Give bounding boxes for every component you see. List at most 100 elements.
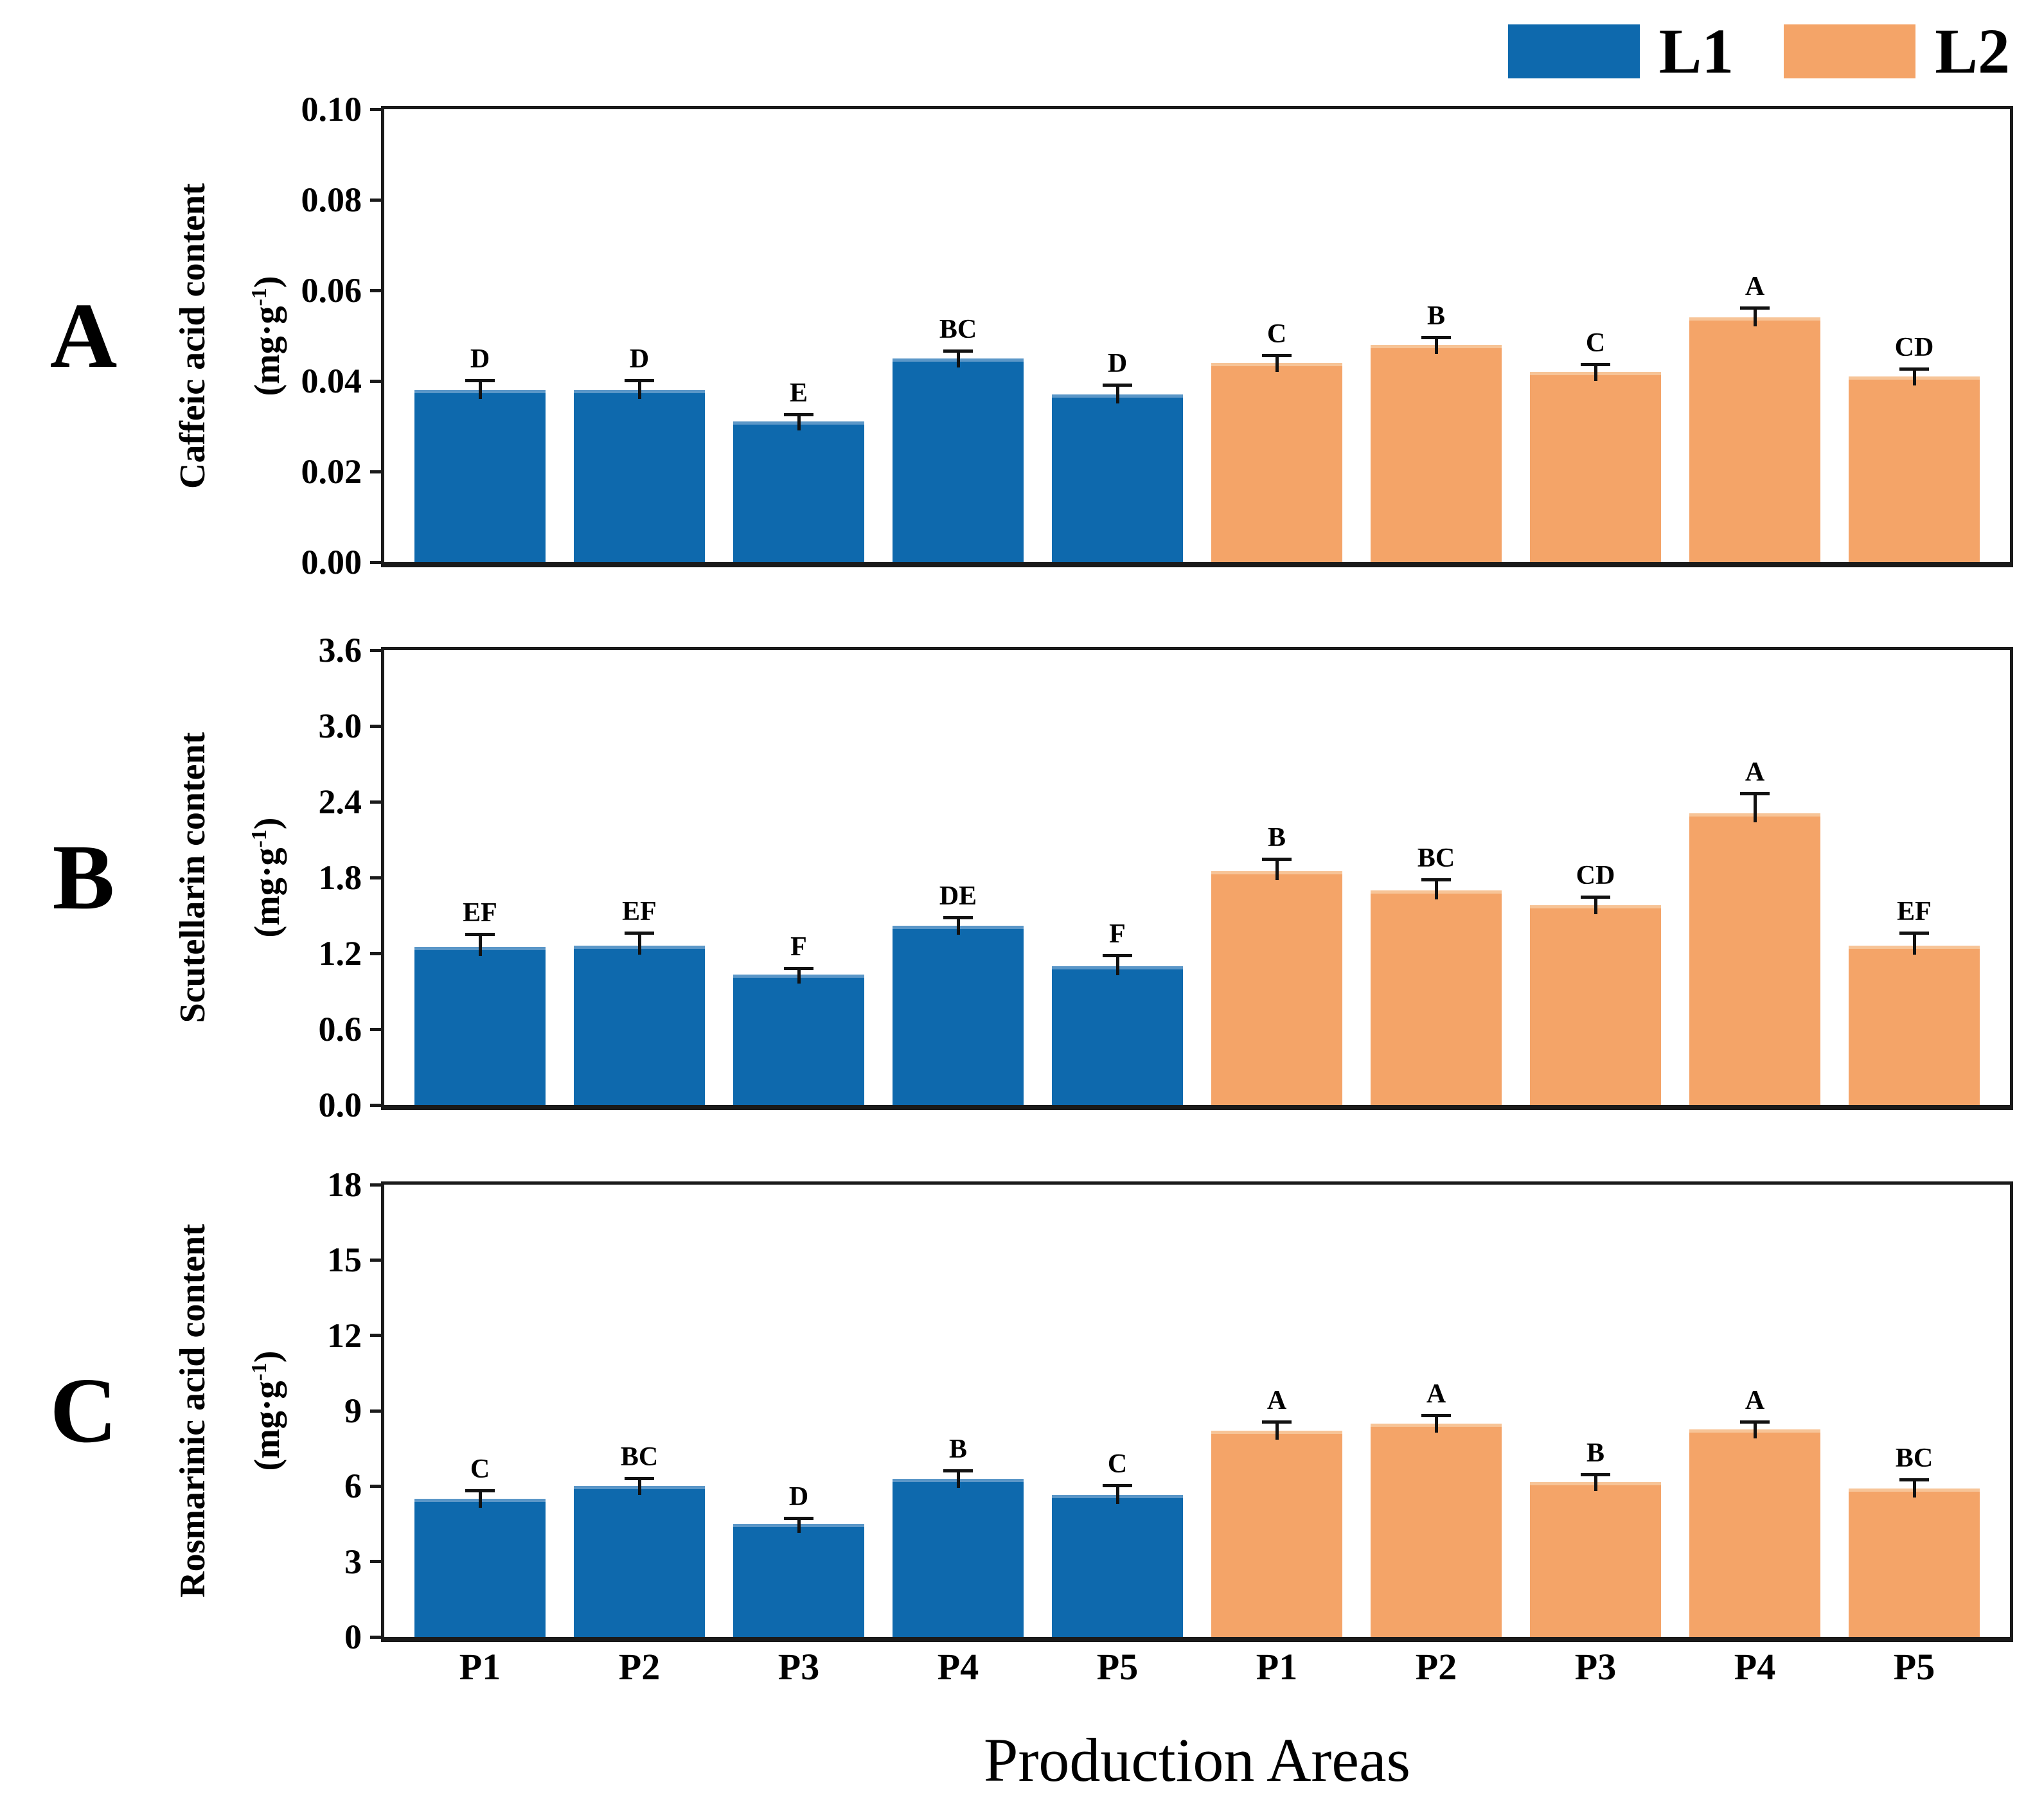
error-bar — [637, 933, 641, 955]
error-bar-cap — [1581, 1472, 1610, 1476]
x-tick-label: P4 — [937, 1646, 979, 1688]
sig-letter: D — [470, 344, 490, 374]
sig-letter: B — [948, 1434, 967, 1464]
y-tick-label: 2.4 — [318, 782, 362, 821]
sig-letter: BC — [1417, 843, 1455, 873]
x-tick-label: P4 — [1734, 1646, 1776, 1688]
y-tick-label: 0.02 — [301, 452, 362, 491]
error-bar-cap — [943, 1469, 973, 1472]
error-bar-cap — [625, 379, 654, 382]
x-tick-label: P3 — [778, 1646, 820, 1688]
error-bar — [1912, 369, 1916, 385]
y-tick-label: 0.08 — [301, 181, 362, 219]
error-bar — [1912, 1480, 1916, 1498]
bar-l1-p3 — [733, 975, 864, 1105]
error-bar-cap — [1421, 1413, 1451, 1417]
x-tick-label: P1 — [459, 1646, 501, 1688]
panel-label-a: A — [49, 284, 118, 387]
legend-swatch-l2 — [1784, 24, 1916, 78]
y-tick-label: 0.6 — [318, 1010, 362, 1048]
error-bar-cap — [465, 932, 495, 936]
y-tick — [370, 951, 384, 955]
sig-letter: E — [789, 378, 808, 408]
error-bar — [956, 351, 960, 367]
error-bar-cap — [784, 1517, 813, 1521]
y-tick-label: 0.10 — [301, 90, 362, 128]
sig-letter: CD — [1576, 861, 1615, 891]
sig-letter: B — [1426, 301, 1445, 331]
error-bar — [1594, 365, 1597, 381]
error-bar-cap — [625, 1476, 654, 1480]
sig-letter: C — [1585, 328, 1606, 358]
sig-letter: A — [1745, 272, 1765, 302]
y-axis-title: Rosmarinic acid content — [173, 1224, 213, 1598]
bar-l1-p3 — [733, 1524, 864, 1637]
y-tick — [370, 107, 384, 111]
y-tick — [370, 1334, 384, 1338]
error-bar — [1434, 879, 1438, 899]
bar-l1-p5 — [1052, 966, 1183, 1105]
panel-label-c: C — [49, 1359, 118, 1462]
error-bar-cap — [1581, 363, 1610, 367]
bar-l2-p5 — [1849, 946, 1980, 1105]
sig-letter: BC — [620, 1442, 659, 1472]
legend-item-l1: L1 — [1507, 15, 1734, 87]
y-tick — [370, 800, 384, 804]
bar-l2-p4 — [1689, 813, 1820, 1105]
bar-l1-p4 — [893, 925, 1024, 1105]
error-bar-cap — [784, 412, 813, 416]
bar-l1-p5 — [1052, 1495, 1183, 1637]
x-tick-label: P1 — [1256, 1646, 1298, 1688]
bar-l1-p2 — [574, 946, 705, 1105]
error-bar — [797, 414, 801, 431]
error-bar — [478, 934, 482, 957]
x-tick-label: P5 — [1893, 1646, 1935, 1688]
bar-l1-p1 — [414, 390, 546, 562]
y-tick-label: 0.00 — [301, 543, 362, 581]
x-tick-label: P5 — [1096, 1646, 1139, 1688]
error-bar — [1753, 794, 1757, 822]
error-bar-cap — [1103, 384, 1132, 387]
bar-l2-p2 — [1371, 890, 1502, 1105]
error-bar — [956, 1471, 960, 1488]
bar-l1-p2 — [574, 1486, 705, 1637]
bar-l2-p3 — [1530, 1482, 1661, 1637]
bar-l2-p5 — [1849, 1489, 1980, 1637]
y-tick — [370, 876, 384, 879]
sig-letter: C — [1107, 1449, 1128, 1480]
bar-l1-p1 — [414, 947, 546, 1105]
sig-letter: C — [470, 1454, 490, 1485]
error-bar — [1753, 308, 1757, 327]
y-tick — [370, 724, 384, 728]
bar-l2-p4 — [1689, 317, 1820, 562]
bar-l2-p2 — [1371, 1423, 1502, 1637]
error-bar-cap — [1899, 931, 1929, 935]
error-bar — [637, 1478, 641, 1496]
sig-letter: D — [629, 344, 650, 374]
error-bar-cap — [943, 915, 973, 919]
error-bar-cap — [784, 966, 813, 970]
legend-label-l1: L1 — [1658, 15, 1734, 87]
y-tick-label: 6 — [344, 1467, 362, 1506]
y-tick-label: 1.8 — [318, 858, 362, 897]
y-tick — [370, 379, 384, 383]
error-bar-cap — [1103, 953, 1132, 957]
y-tick-label: 0 — [344, 1618, 362, 1656]
y-tick — [370, 560, 384, 564]
x-axis-title: Production Areas — [984, 1726, 1410, 1794]
y-tick — [370, 1183, 384, 1187]
y-tick — [370, 470, 384, 473]
sig-letter: D — [788, 1482, 809, 1512]
sig-letter: BC — [939, 315, 977, 345]
sig-letter: B — [1267, 823, 1286, 853]
sig-letter: DE — [939, 881, 977, 911]
sig-letter: CD — [1894, 333, 1934, 363]
y-tick-label: 9 — [344, 1392, 362, 1430]
y-tick-label: 0.0 — [318, 1086, 362, 1124]
panel-label-b: B — [52, 826, 115, 929]
error-bar-cap — [625, 931, 654, 935]
error-bar — [956, 917, 960, 935]
error-bar-cap — [465, 1489, 495, 1493]
y-tick — [370, 198, 384, 202]
